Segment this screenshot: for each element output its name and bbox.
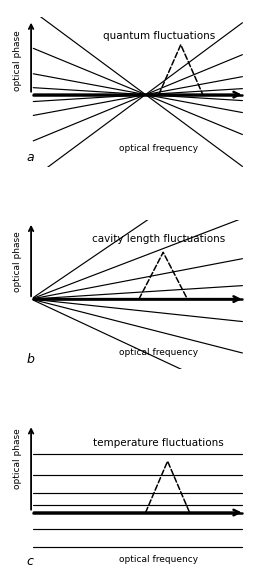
Text: cavity length fluctuations: cavity length fluctuations bbox=[92, 234, 225, 244]
Text: quantum fluctuations: quantum fluctuations bbox=[103, 31, 215, 41]
Text: optical frequency: optical frequency bbox=[119, 555, 198, 564]
Text: optical frequency: optical frequency bbox=[119, 145, 198, 153]
Text: optical frequency: optical frequency bbox=[119, 347, 198, 357]
Text: optical phase: optical phase bbox=[13, 30, 22, 91]
Text: temperature fluctuations: temperature fluctuations bbox=[93, 438, 224, 448]
Text: optical phase: optical phase bbox=[13, 231, 22, 292]
Text: a: a bbox=[27, 152, 34, 164]
Text: c: c bbox=[27, 555, 34, 568]
Text: b: b bbox=[27, 353, 34, 367]
Text: optical phase: optical phase bbox=[13, 429, 22, 490]
